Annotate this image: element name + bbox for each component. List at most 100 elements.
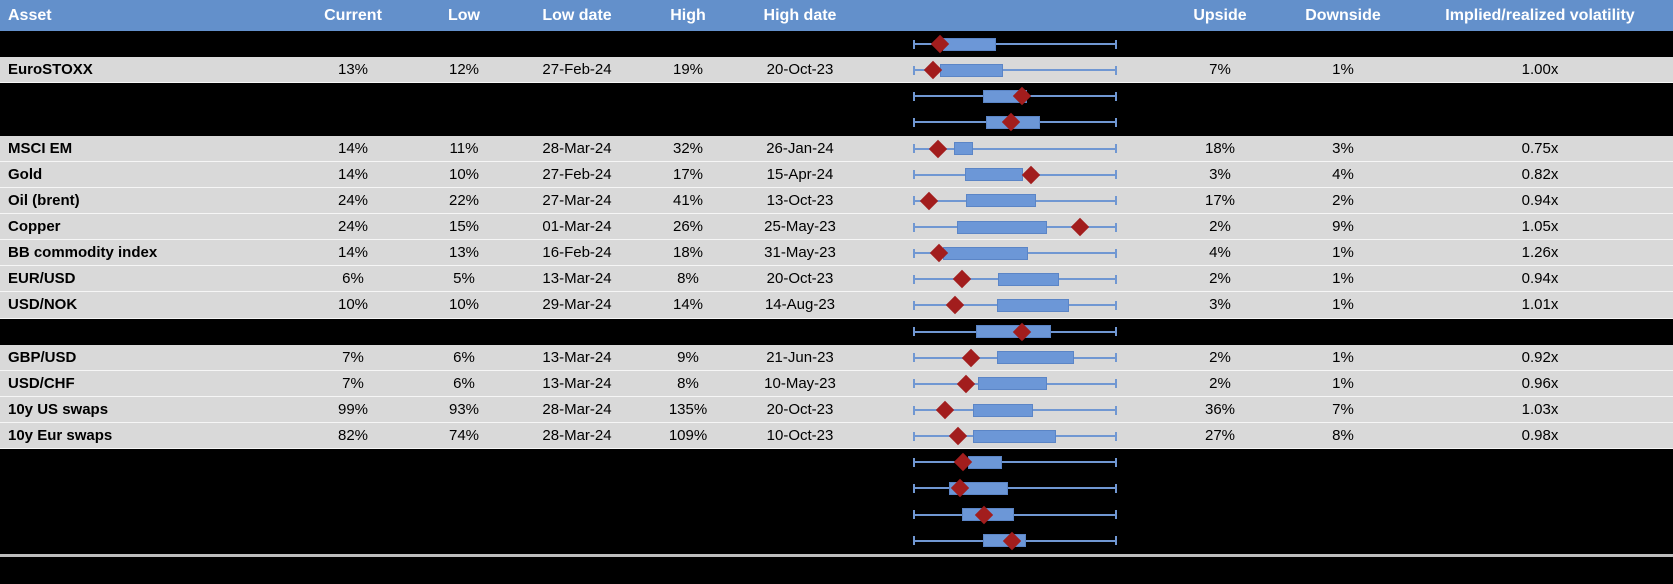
low-cell[interactable] [411, 475, 517, 501]
current-cell[interactable]: 14% [337, 244, 369, 262]
low-date-cell[interactable] [517, 528, 637, 554]
high-cell[interactable]: 32% [672, 139, 704, 157]
asset-cell[interactable]: Oil (brent) [8, 191, 80, 209]
downside-cell[interactable] [1290, 83, 1396, 109]
low-cell[interactable]: 10% [448, 165, 480, 183]
current-cell[interactable] [300, 83, 406, 109]
asset-cell[interactable] [8, 475, 293, 501]
asset-cell[interactable]: 10y US swaps [8, 400, 109, 418]
low-date-cell[interactable]: 13-Mar-24 [542, 374, 612, 392]
table-row[interactable] [0, 449, 1673, 476]
table-row[interactable]: GBP/USD 7% 6% 13-Mar-24 9% 21-Jun-23 2% … [0, 344, 1673, 371]
table-row[interactable]: EUR/USD 6% 5% 13-Mar-24 8% 20-Oct-23 2% … [0, 266, 1673, 293]
implied-realized-volatility-cell[interactable] [1425, 319, 1655, 345]
high-date-cell[interactable]: 31-May-23 [764, 244, 836, 262]
low-cell[interactable]: 11% [449, 139, 479, 157]
table-row[interactable]: 10y US swaps 99% 93% 28-Mar-24 135% 20-O… [0, 396, 1673, 424]
current-cell[interactable]: 24% [337, 191, 369, 209]
table-row[interactable] [0, 475, 1673, 502]
current-cell[interactable] [300, 109, 406, 135]
low-cell[interactable]: 22% [448, 191, 480, 209]
low-cell[interactable]: 74% [448, 427, 480, 445]
upside-cell[interactable] [1167, 502, 1273, 528]
high-cell[interactable] [635, 502, 741, 528]
high-cell[interactable]: 17% [672, 165, 704, 183]
upside-cell[interactable]: 27% [1204, 427, 1236, 445]
low-cell[interactable] [411, 319, 517, 345]
upside-cell[interactable]: 2% [1209, 270, 1231, 288]
low-date-cell[interactable] [517, 319, 637, 345]
upside-cell[interactable]: 3% [1209, 165, 1231, 183]
downside-cell[interactable]: 2% [1332, 191, 1354, 209]
upside-cell[interactable] [1167, 109, 1273, 135]
table-row[interactable]: EuroSTOXX 13% 12% 27-Feb-24 19% 20-Oct-2… [0, 57, 1673, 84]
low-cell[interactable]: 5% [453, 270, 475, 288]
high-date-cell[interactable] [740, 31, 860, 57]
downside-cell[interactable]: 1% [1332, 270, 1354, 288]
downside-cell[interactable] [1290, 319, 1396, 345]
asset-cell[interactable] [8, 319, 293, 345]
high-cell[interactable]: 41% [672, 191, 704, 209]
table-row[interactable]: USD/CHF 7% 6% 13-Mar-24 8% 10-May-23 2% … [0, 370, 1673, 397]
implied-realized-volatility-cell[interactable]: 1.26x [1521, 244, 1559, 262]
current-cell[interactable]: 14% [337, 139, 369, 157]
upside-cell[interactable]: 18% [1204, 139, 1236, 157]
low-cell[interactable]: 13% [448, 244, 480, 262]
low-date-cell[interactable]: 13-Mar-24 [542, 348, 612, 366]
low-date-cell[interactable]: 28-Mar-24 [542, 427, 612, 445]
high-cell[interactable] [635, 109, 741, 135]
low-date-cell[interactable]: 28-Mar-24 [542, 400, 612, 418]
current-cell[interactable]: 99% [337, 400, 369, 418]
downside-cell[interactable] [1290, 449, 1396, 475]
table-row[interactable]: 10y Eur swaps 82% 74% 28-Mar-24 109% 10-… [0, 423, 1673, 450]
high-cell[interactable] [635, 83, 741, 109]
low-date-cell[interactable]: 27-Mar-24 [542, 191, 612, 209]
high-cell[interactable] [635, 31, 741, 57]
asset-cell[interactable] [8, 31, 293, 57]
table-row[interactable] [0, 527, 1673, 554]
low-cell[interactable] [411, 109, 517, 135]
implied-realized-volatility-cell[interactable]: 1.00x [1521, 61, 1559, 79]
current-cell[interactable] [300, 319, 406, 345]
low-cell[interactable] [411, 528, 517, 554]
asset-cell[interactable] [8, 109, 293, 135]
low-cell[interactable] [411, 449, 517, 475]
asset-cell[interactable]: EuroSTOXX [8, 61, 93, 79]
high-cell[interactable] [635, 528, 741, 554]
high-date-cell[interactable]: 10-May-23 [764, 374, 836, 392]
high-date-cell[interactable]: 20-Oct-23 [766, 61, 834, 79]
table-row[interactable] [0, 501, 1673, 528]
current-cell[interactable]: 24% [337, 217, 369, 235]
low-date-cell[interactable] [517, 449, 637, 475]
upside-cell[interactable]: 2% [1209, 348, 1231, 366]
high-cell[interactable]: 8% [677, 270, 699, 288]
table-row[interactable] [0, 83, 1673, 110]
high-date-cell[interactable] [740, 83, 860, 109]
current-cell[interactable]: 7% [342, 374, 364, 392]
high-cell[interactable]: 9% [677, 348, 699, 366]
low-cell[interactable] [411, 31, 517, 57]
high-date-cell[interactable]: 25-May-23 [764, 217, 836, 235]
table-row[interactable]: Copper 24% 15% 01-Mar-24 26% 25-May-23 2… [0, 213, 1673, 241]
table-row[interactable]: Oil (brent) 24% 22% 27-Mar-24 41% 13-Oct… [0, 187, 1673, 214]
table-row[interactable]: BB commodity index 14% 13% 16-Feb-24 18%… [0, 240, 1673, 267]
high-date-cell[interactable]: 10-Oct-23 [766, 427, 834, 445]
asset-cell[interactable] [8, 502, 293, 528]
high-cell[interactable]: 26% [672, 217, 704, 235]
upside-cell[interactable]: 3% [1209, 296, 1231, 314]
asset-cell[interactable]: 10y Eur swaps [8, 427, 113, 445]
implied-realized-volatility-cell[interactable] [1425, 502, 1655, 528]
low-date-cell[interactable] [517, 502, 637, 528]
downside-cell[interactable] [1290, 502, 1396, 528]
downside-cell[interactable]: 4% [1332, 165, 1354, 183]
current-cell[interactable] [300, 528, 406, 554]
high-cell[interactable]: 135% [668, 400, 708, 418]
implied-realized-volatility-cell[interactable] [1425, 109, 1655, 135]
implied-realized-volatility-cell[interactable]: 0.98x [1521, 427, 1559, 445]
high-cell[interactable] [635, 449, 741, 475]
high-cell[interactable]: 109% [668, 427, 708, 445]
high-date-cell[interactable]: 21-Jun-23 [766, 348, 834, 366]
current-cell[interactable] [300, 475, 406, 501]
low-date-cell[interactable] [517, 31, 637, 57]
current-cell[interactable] [300, 502, 406, 528]
